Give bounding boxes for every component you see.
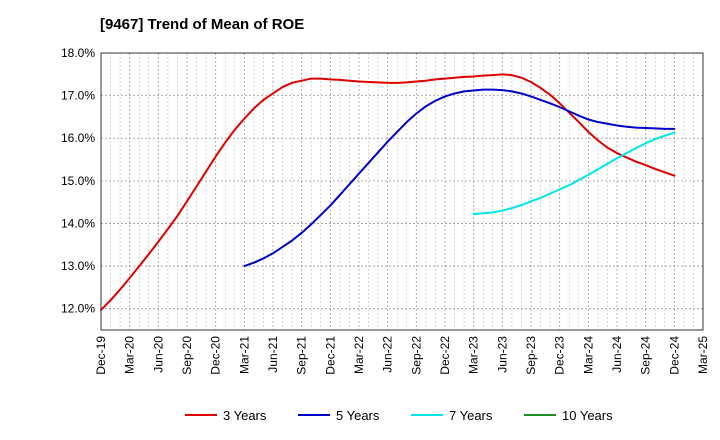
x-tick-label: Sep-21: [295, 336, 309, 375]
x-tick-label: Mar-25: [696, 336, 710, 374]
x-tick-label: Dec-19: [94, 336, 108, 375]
x-tick-label: Dec-21: [323, 336, 337, 375]
series-line-3-years: [100, 73, 676, 311]
x-tick-label: Mar-21: [237, 336, 251, 374]
x-tick-label: Jun-22: [381, 336, 395, 373]
x-tick-label: Mar-22: [352, 336, 366, 374]
series-layer: [100, 73, 676, 311]
y-tick-label: 13.0%: [61, 259, 95, 273]
x-axis-ticks: Dec-19 Mar-20 Jun-20 Sep-20 Dec-20 Mar-21 Jun-…: [94, 336, 710, 375]
y-tick-label: 12.0%: [61, 302, 95, 316]
x-tick-label: Dec-23: [553, 336, 567, 375]
series-line-5-years: [243, 88, 676, 268]
x-tick-label: Dec-20: [209, 336, 223, 375]
x-tick-label: Dec-24: [667, 336, 681, 375]
x-tick-label: Sep-23: [524, 336, 538, 375]
x-tick-label: Sep-20: [180, 336, 194, 375]
plot-frame: [100, 52, 704, 331]
x-tick-label: Jun-21: [266, 336, 280, 373]
y-tick-label: 17.0%: [61, 89, 95, 103]
x-tick-label: Sep-22: [409, 336, 423, 375]
legend-label: 5 Years: [336, 408, 380, 423]
x-tick-label: Jun-23: [495, 336, 509, 373]
legend: 3 Years 5 Years 7 Years 10 Years: [185, 408, 613, 423]
chart-title: [9467] Trend of Mean of ROE: [100, 16, 304, 33]
grid-layer: [101, 53, 703, 330]
x-tick-label: Sep-24: [639, 336, 653, 375]
x-tick-label: Jun-24: [610, 336, 624, 373]
x-tick-label: Dec-22: [438, 336, 452, 375]
legend-label: 7 Years: [449, 408, 493, 423]
x-tick-label: Mar-20: [123, 336, 137, 374]
legend-label: 3 Years: [223, 408, 267, 423]
y-tick-label: 14.0%: [61, 216, 95, 230]
legend-label: 10 Years: [562, 408, 613, 423]
y-tick-label: 18.0%: [61, 46, 95, 60]
plot-area: [101, 53, 703, 330]
x-tick-label: Mar-23: [467, 336, 481, 374]
x-tick-label: Mar-24: [581, 336, 595, 374]
y-tick-label: 16.0%: [61, 131, 95, 145]
y-tick-label: 15.0%: [61, 174, 95, 188]
x-tick-label: Jun-20: [151, 336, 165, 373]
series-line-7-years: [472, 131, 676, 216]
y-axis-ticks: 12.0% 13.0% 14.0% 15.0% 16.0% 17.0% 18.0%: [61, 46, 95, 316]
